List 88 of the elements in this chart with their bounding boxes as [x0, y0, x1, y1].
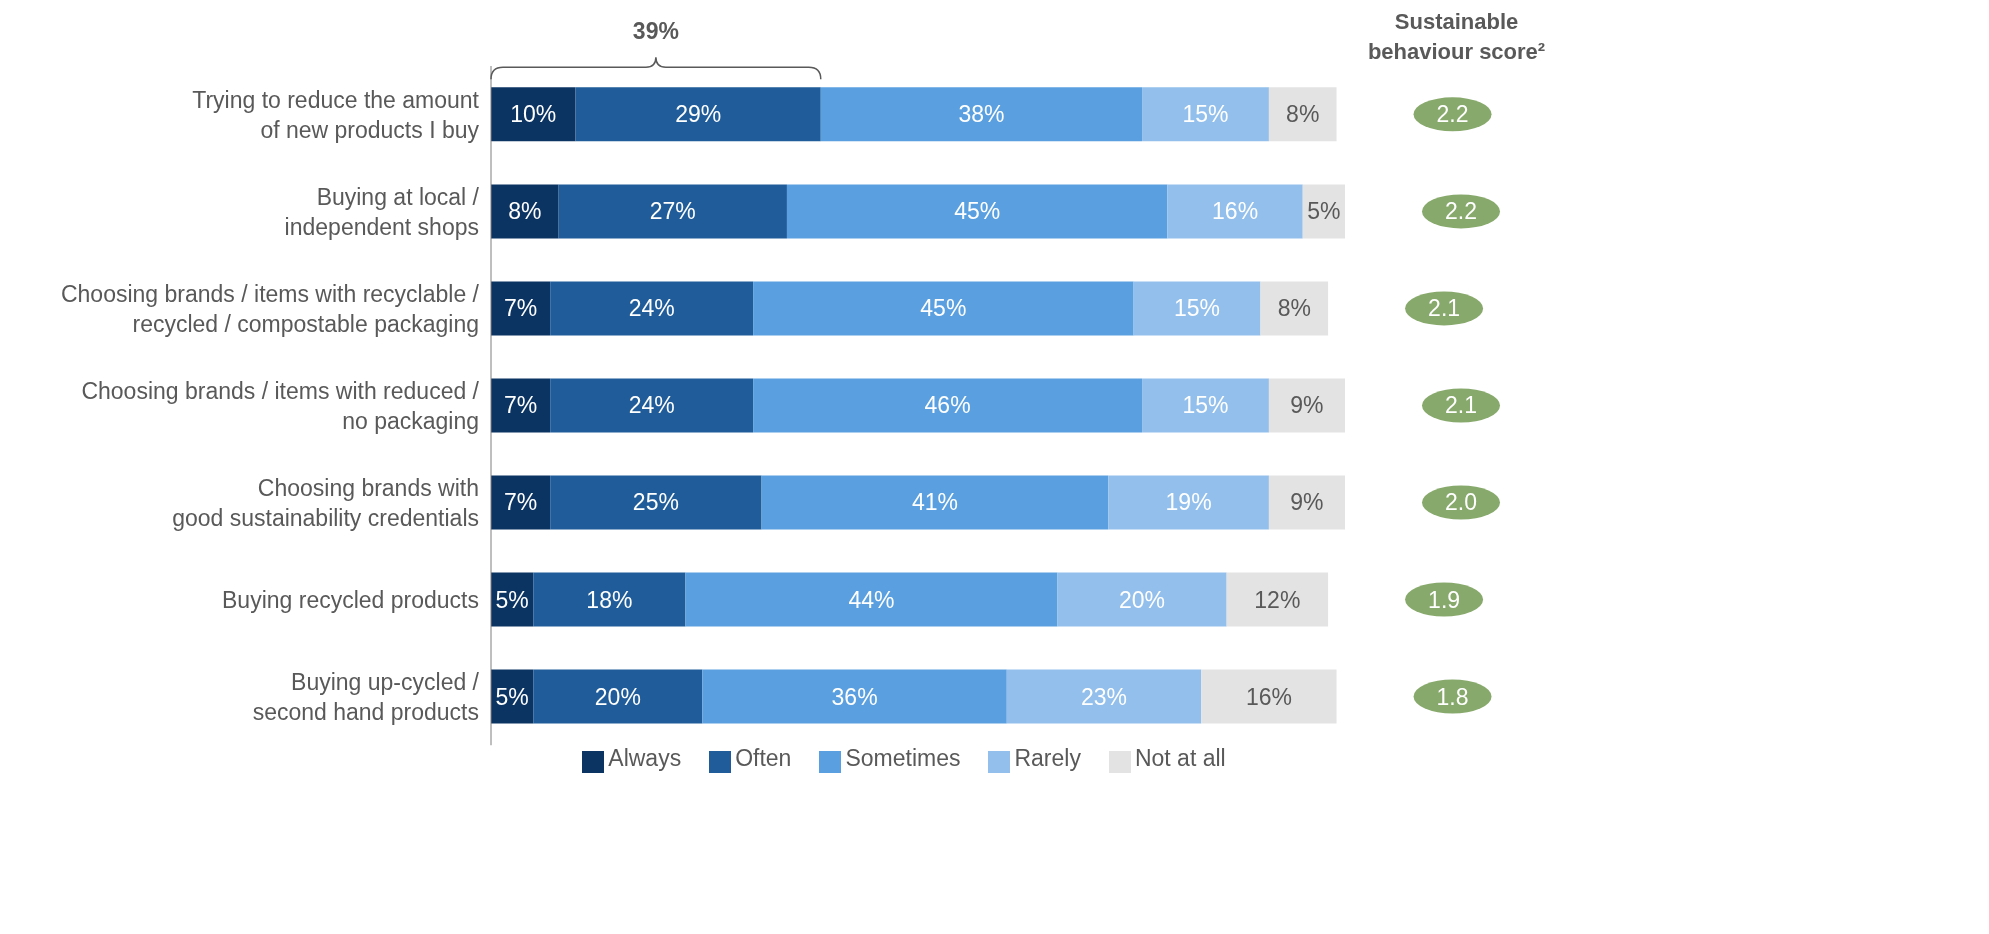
- data-label: 5%: [1307, 198, 1341, 225]
- data-label: 7%: [503, 295, 538, 322]
- bar: [702, 669, 1007, 724]
- bar: [558, 184, 787, 239]
- bar: [753, 281, 1134, 336]
- data-label: 8%: [508, 198, 542, 225]
- data-label: 19%: [1165, 489, 1212, 516]
- bar: [575, 87, 821, 142]
- y-tick-label: Buying up-cycled / second hand products: [252, 668, 480, 725]
- data-label: 8%: [1277, 295, 1311, 322]
- bar: [1057, 572, 1227, 627]
- data-label: 45%: [920, 295, 967, 322]
- bar: [685, 572, 1058, 627]
- data-label: 15%: [1182, 392, 1229, 419]
- bar: [1142, 378, 1269, 433]
- data-label: 12%: [1254, 586, 1301, 613]
- bar: [1201, 669, 1337, 724]
- data-label: 20%: [594, 683, 641, 710]
- bar: [1142, 87, 1269, 142]
- data-label: 7%: [503, 489, 538, 516]
- bar: [491, 378, 551, 433]
- bar: [753, 378, 1143, 433]
- data-label: 38%: [958, 101, 1005, 128]
- data-label: 27%: [649, 198, 696, 225]
- data-label: 9%: [1290, 489, 1324, 516]
- data-label: 29%: [675, 101, 722, 128]
- data-label: 46%: [924, 392, 971, 419]
- legend-label: Always: [608, 745, 682, 772]
- legend-label: Often: [735, 745, 792, 772]
- text: 1.8: [1436, 683, 1469, 710]
- legend-label: Sometimes: [845, 745, 961, 772]
- text: 1.9: [1428, 586, 1461, 613]
- bar: [491, 87, 576, 142]
- text: Sustainable behaviour score²: [1367, 9, 1546, 65]
- text: 2.2: [1436, 101, 1469, 128]
- bar: [1006, 669, 1202, 724]
- data-label: 7%: [503, 392, 538, 419]
- bar: [1226, 572, 1329, 627]
- y-tick-label: Trying to reduce the amount of new products I buy: [192, 86, 480, 143]
- y-tick-label: Buying recycled products: [222, 586, 479, 613]
- bar: [820, 87, 1143, 142]
- data-label: 9%: [1290, 392, 1324, 419]
- bar: [1108, 475, 1269, 530]
- bar: [1133, 281, 1261, 336]
- data-label: 41%: [911, 489, 958, 516]
- bar: [1268, 87, 1337, 142]
- bar: [550, 378, 754, 433]
- data-label: 5%: [495, 683, 529, 710]
- data-label: 10%: [510, 101, 557, 128]
- bar: [550, 281, 754, 336]
- data-label: 8%: [1286, 101, 1320, 128]
- data-label: 16%: [1212, 198, 1259, 225]
- y-tick-label: Choosing brands / items with recyclable / recycled / compostable packaging: [60, 280, 480, 337]
- data-label: 5%: [495, 586, 529, 613]
- bar: [1268, 378, 1345, 433]
- text: 2.2: [1445, 198, 1477, 225]
- bar: [1268, 475, 1345, 530]
- bar: [1260, 281, 1329, 336]
- data-label: 15%: [1174, 295, 1221, 322]
- bar: [786, 184, 1168, 239]
- data-label: 36%: [831, 683, 878, 710]
- bar: [491, 475, 551, 530]
- bar: [761, 475, 1109, 530]
- data-label: 24%: [628, 295, 675, 322]
- legend-label: Not at all: [1134, 745, 1226, 772]
- data-label: 45%: [954, 198, 1001, 225]
- data-label: 20%: [1119, 586, 1166, 613]
- text: 2.0: [1445, 489, 1477, 516]
- data-label: 23%: [1081, 683, 1128, 710]
- text: 2.1: [1428, 295, 1461, 322]
- data-label: 15%: [1182, 101, 1229, 128]
- data-label: 18%: [586, 586, 633, 613]
- y-tick-label: Choosing brands with good sustainability credentials: [172, 474, 479, 531]
- text: 39%: [632, 18, 679, 45]
- bar: [550, 475, 762, 530]
- y-tick-label: Buying at local / independent shops: [284, 183, 480, 240]
- bar: [491, 184, 559, 239]
- y-tick-label: Choosing brands / items with reduced / no packaging: [81, 377, 480, 434]
- bar: [533, 572, 686, 627]
- data-label: 44%: [848, 586, 895, 613]
- bar: [491, 281, 551, 336]
- data-label: 24%: [628, 392, 675, 419]
- bar: [1167, 184, 1303, 239]
- legend-label: Rarely: [1014, 745, 1081, 772]
- data-label: 25%: [632, 489, 679, 516]
- bar: [533, 669, 703, 724]
- data-label: 16%: [1245, 683, 1292, 710]
- text: 2.1: [1445, 392, 1477, 419]
